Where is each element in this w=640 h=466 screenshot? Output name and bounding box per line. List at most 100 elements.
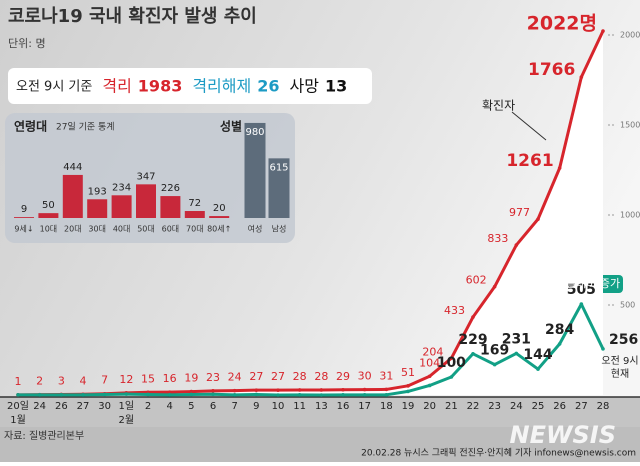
x-tick-label: 30	[98, 401, 111, 412]
point	[146, 392, 150, 397]
point	[276, 388, 280, 392]
point	[167, 393, 172, 397]
data-label: 29	[336, 370, 350, 383]
data-label: 16	[163, 372, 177, 385]
data-label: 3	[58, 374, 65, 387]
x-tick-label: 27	[575, 401, 588, 412]
x-tick-label: 26	[553, 401, 566, 412]
bar-label: 9	[21, 204, 27, 215]
x-sublabel: 1월	[10, 414, 26, 426]
point	[232, 388, 237, 393]
inset-title: 연령대	[14, 119, 47, 134]
point	[276, 393, 280, 397]
point	[427, 383, 432, 388]
bar-category: 50대	[137, 225, 155, 234]
point	[601, 347, 605, 351]
unit: 단위: 명	[8, 37, 46, 50]
point	[536, 217, 540, 221]
bar-category: 60대	[162, 225, 180, 234]
bar-category: 30대	[88, 225, 106, 234]
legend-label: 전일대비 증가	[556, 276, 620, 290]
point	[211, 392, 215, 397]
point	[362, 393, 367, 397]
bar	[268, 158, 290, 218]
credit: 20.02.28 뉴시스 그래픽 전진우·안지혜 기자 infonews@new…	[361, 447, 636, 459]
status-text: 오전 9시 기준	[16, 80, 92, 95]
x-tick-label: 28	[597, 401, 610, 412]
bar	[244, 122, 266, 218]
source: 자료: 질병관리본부	[4, 430, 84, 442]
bar	[87, 199, 108, 218]
point	[514, 243, 519, 247]
data-label: 2022명	[527, 13, 597, 35]
line	[18, 302, 605, 397]
x-tick-label: 2	[145, 401, 151, 412]
x-tick-label: 18	[380, 401, 393, 412]
point	[362, 387, 367, 392]
data-label: 104	[419, 356, 440, 369]
legend-label: 확진자	[482, 99, 515, 113]
point	[341, 387, 345, 392]
data-label: 1261	[506, 151, 553, 171]
x-tick-label: 26	[55, 401, 68, 412]
point	[406, 389, 410, 394]
logo: NEWSIS	[510, 421, 616, 449]
x-tick-label: 23	[488, 401, 501, 412]
bar-label: 50	[42, 200, 55, 211]
data-label: 977	[509, 206, 530, 219]
point	[427, 374, 432, 379]
y-tick-label: 1000	[620, 211, 640, 220]
data-label: 19	[184, 372, 198, 385]
point	[449, 356, 454, 361]
note: 오전 9시	[601, 355, 638, 367]
bar-category: 20대	[64, 225, 82, 234]
x-tick-label: 25	[532, 401, 545, 412]
x-tick-label: 24	[33, 401, 46, 412]
inset-title: 성별	[220, 119, 242, 134]
x-sublabel: 2월	[119, 414, 135, 426]
status-text: 격리	[102, 77, 131, 96]
bar-category: 9세↓	[14, 225, 33, 234]
leader-line	[511, 111, 547, 141]
x-tick-label: 22	[467, 401, 480, 412]
data-label: 4	[80, 374, 87, 387]
data-label: 28	[293, 370, 307, 383]
data-label: 27	[271, 370, 285, 383]
point	[81, 393, 85, 397]
bar	[62, 174, 83, 218]
x-tick-label: 17	[358, 401, 371, 412]
bar-label: 226	[161, 183, 180, 194]
point	[449, 375, 454, 379]
x-tick-label: 20일	[7, 400, 29, 412]
bar-label: 615	[269, 162, 288, 173]
data-label: 30	[358, 370, 372, 383]
data-label: 1766	[528, 60, 575, 80]
y-tick-label: 1500	[620, 121, 640, 130]
point	[297, 393, 302, 397]
point	[492, 284, 497, 289]
status-box	[8, 68, 372, 104]
point	[297, 388, 302, 392]
x-tick-label: 27	[77, 401, 90, 412]
x-tick-label: 10	[272, 401, 285, 412]
point	[384, 393, 389, 397]
bar-label: 980	[245, 127, 264, 138]
x-tick-label: 6	[210, 401, 216, 412]
bar	[38, 213, 59, 218]
point	[189, 392, 194, 397]
x-tick-label: 7	[231, 401, 237, 412]
data-label: 23	[206, 371, 220, 384]
data-label: 31	[379, 369, 393, 382]
data-label: 15	[141, 372, 155, 385]
point	[384, 387, 389, 392]
bar-label: 234	[112, 182, 131, 193]
point	[254, 388, 259, 392]
x-tick-label: 20	[423, 401, 436, 412]
y-tick-label: 2000	[620, 31, 640, 40]
area	[18, 31, 603, 395]
x-tick-label: 19	[402, 401, 415, 412]
data-label: 7	[101, 374, 108, 387]
x-tick-label: 5	[188, 401, 194, 412]
data-label: 51	[401, 366, 415, 379]
point	[471, 351, 475, 356]
